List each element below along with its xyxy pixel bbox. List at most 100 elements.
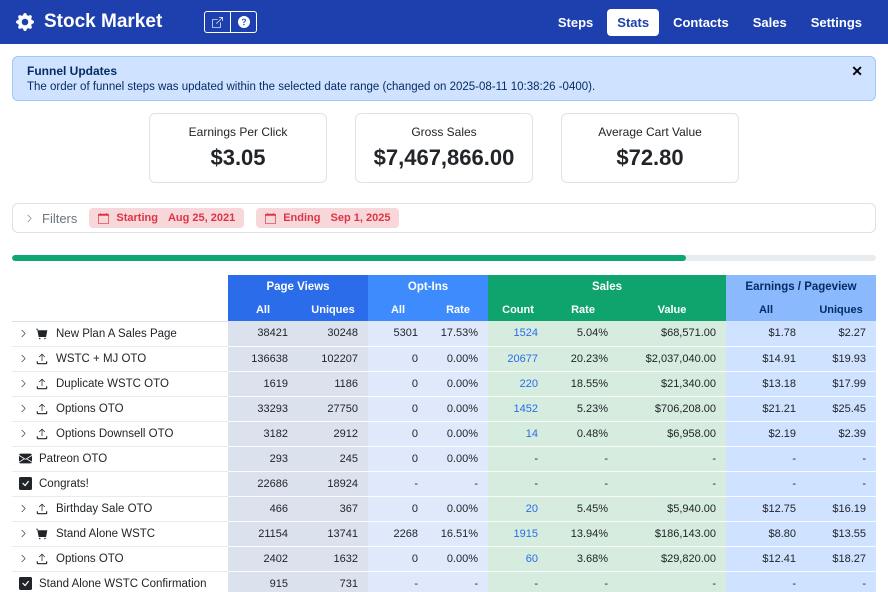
sales-count-link[interactable]: 20677	[488, 346, 549, 372]
funnel-step-label: Congrats!	[39, 477, 89, 490]
funnel-step-label: Options OTO	[56, 552, 124, 565]
stat-cell: $13.55	[806, 521, 876, 547]
stat-cell: -	[806, 446, 876, 472]
stat-cell: 16.51%	[428, 521, 489, 547]
stat-cell: -	[806, 471, 876, 497]
name-column-subheader	[12, 299, 228, 322]
table-row: Options OTO 2402 1632 0 0.00% 60 3.68% $29,820.…	[12, 546, 876, 572]
stat-cell: $1.78	[726, 321, 807, 347]
table-row: Patreon OTO 293 245 0 0.00% - - - - -	[12, 446, 876, 472]
funnel-step-name-cell[interactable]: Options Downsell OTO	[12, 421, 228, 447]
stat-cell: 17.53%	[428, 321, 489, 347]
stat-cell: $2,037,040.00	[618, 346, 727, 372]
expand-chevron-icon[interactable]	[18, 504, 28, 513]
arrow-up-icon	[35, 403, 49, 415]
expand-chevron-icon[interactable]	[18, 429, 28, 438]
filters-toggle[interactable]: Filters	[25, 211, 77, 226]
col-earnings-all: All	[726, 299, 807, 321]
stat-cell: 367	[298, 496, 369, 522]
funnel-step-name-cell[interactable]: Stand Alone WSTC	[12, 521, 228, 547]
external-link-icon	[212, 16, 224, 28]
expand-chevron-icon[interactable]	[18, 554, 28, 563]
expand-chevron-icon[interactable]	[18, 329, 28, 338]
col-earnings-uniques: Uniques	[806, 299, 876, 321]
stat-cell: 5.45%	[548, 496, 619, 522]
top-navbar: Stock Market Steps Stats Contacts Sales …	[0, 0, 888, 44]
sales-count-link[interactable]: 220	[488, 371, 549, 397]
stat-cell: 22686	[228, 471, 298, 497]
nav-item-settings[interactable]: Settings	[810, 14, 862, 30]
funnel-step-name-cell[interactable]: Options OTO	[12, 546, 228, 572]
expand-chevron-icon[interactable]	[18, 354, 28, 363]
ending-date-badge[interactable]: Ending Sep 1, 2025	[256, 208, 400, 228]
question-circle-icon	[237, 16, 250, 28]
stat-cell: 0.00%	[428, 546, 489, 572]
nav-item-stats[interactable]: Stats	[607, 8, 660, 36]
stat-cell: 0	[368, 421, 429, 447]
stats-table-wrap: Page Views Opt-Ins Sales Earnings / Page…	[12, 275, 876, 592]
sales-count-link[interactable]: 60	[488, 546, 549, 572]
starting-label: Starting	[116, 212, 158, 224]
table-row: Stand Alone WSTC 21154 13741 2268 16.51% 1915…	[12, 521, 876, 547]
stat-card-label: Earnings Per Click	[188, 125, 288, 139]
funnel-step-label: Duplicate WSTC OTO	[56, 377, 169, 390]
funnel-step-name-cell[interactable]: Stand Alone WSTC Confirmation	[12, 571, 228, 592]
stat-cell: $12.75	[726, 496, 807, 522]
sales-count-link[interactable]: 1524	[488, 321, 549, 347]
sales-count-link[interactable]: 20	[488, 496, 549, 522]
stat-cell: 3182	[228, 421, 298, 447]
help-button[interactable]	[230, 11, 258, 33]
col-pageviews-all: All	[228, 299, 298, 321]
stat-cell: $706,208.00	[618, 396, 727, 422]
stat-cell: 38421	[228, 321, 298, 347]
stat-cell: $17.99	[806, 371, 876, 397]
nav-item-steps[interactable]: Steps	[557, 14, 594, 30]
stat-cell: 5.04%	[548, 321, 619, 347]
starting-date-badge[interactable]: Starting Aug 25, 2021	[89, 208, 245, 228]
share-button[interactable]	[204, 11, 232, 33]
filters-label: Filters	[42, 210, 78, 226]
stat-cell: $18.27	[806, 546, 876, 572]
stat-cell: 5301	[368, 321, 429, 347]
funnel-step-label: Patreon OTO	[39, 452, 108, 465]
arrow-up-icon	[35, 503, 49, 515]
ending-label: Ending	[283, 212, 321, 224]
funnel-step-name-cell[interactable]: WSTC + MJ OTO	[12, 346, 228, 372]
nav-item-contacts[interactable]: Contacts	[673, 14, 729, 30]
stat-card-earnings-per-click: Earnings Per Click $3.05	[149, 113, 327, 183]
stat-cell: 1619	[228, 371, 298, 397]
funnel-stats-table: Page Views Opt-Ins Sales Earnings / Page…	[12, 275, 876, 592]
funnel-step-name-cell[interactable]: Duplicate WSTC OTO	[12, 371, 228, 397]
stat-cell: -	[428, 471, 489, 497]
stat-cell: -	[726, 471, 807, 497]
expand-chevron-icon[interactable]	[18, 529, 28, 538]
app-title: Stock Market	[44, 11, 163, 32]
stat-cards-row: Earnings Per Click $3.05 Gross Sales $7,…	[0, 113, 888, 183]
table-row: Congrats! 22686 18924- - - - - - -	[12, 471, 876, 497]
funnel-step-name-cell[interactable]: Options OTO	[12, 396, 228, 422]
stat-cell: 136638	[228, 346, 298, 372]
stat-cell: -	[548, 446, 619, 472]
alert-close-button[interactable]: ✕	[851, 63, 863, 79]
funnel-step-name-cell[interactable]: Birthday Sale OTO	[12, 496, 228, 522]
stat-cell: $16.19	[806, 496, 876, 522]
sales-count-link[interactable]: 1452	[488, 396, 549, 422]
sales-count-link[interactable]: 14	[488, 421, 549, 447]
toolbar-button-group	[204, 11, 258, 33]
stat-cell: 0.00%	[428, 371, 489, 397]
stat-cell: $2.39	[806, 421, 876, 447]
funnel-progress-track	[12, 255, 876, 261]
expand-chevron-icon[interactable]	[18, 379, 28, 388]
funnel-step-name-cell[interactable]: New Plan A Sales Page	[12, 321, 228, 347]
funnel-step-name-cell[interactable]: Congrats!	[12, 471, 228, 497]
funnel-step-label: Birthday Sale OTO	[56, 502, 153, 515]
expand-chevron-icon[interactable]	[18, 404, 28, 413]
stat-cell: -	[618, 571, 727, 592]
funnel-step-name-cell[interactable]: Patreon OTO	[12, 446, 228, 472]
table-row: Stand Alone WSTC Confirmation 915 731- - - - -…	[12, 571, 876, 592]
nav-item-sales[interactable]: Sales	[752, 14, 787, 30]
stat-cell: 0.00%	[428, 421, 489, 447]
sales-count-link[interactable]: 1915	[488, 521, 549, 547]
column-group-opt-ins: Opt-Ins	[368, 275, 489, 299]
stat-cell: 0	[368, 446, 429, 472]
